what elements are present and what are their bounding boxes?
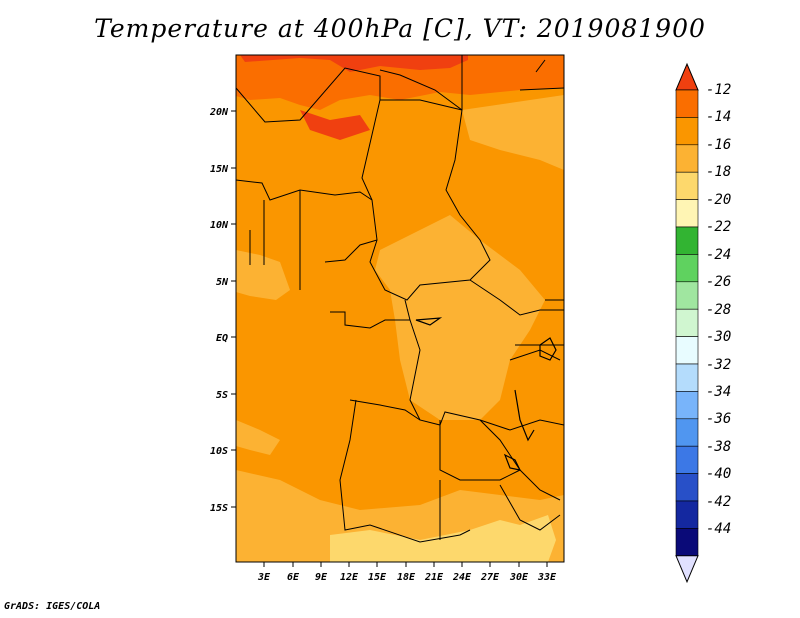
colorbar-segment bbox=[675, 199, 699, 228]
colorbar-label: -42 bbox=[706, 494, 731, 510]
colorbar-label: -44 bbox=[706, 521, 731, 537]
lon-tick-labels: 3E 6E 9E 12E 15E 18E 21E 24E 27E 30E 33E bbox=[257, 572, 557, 583]
colorbar-labels: -12 -14 -16 -18 -20 -22 -24 -26 -28 -30 … bbox=[706, 82, 731, 537]
colorbar-label: -14 bbox=[706, 109, 731, 125]
colorbar-segment bbox=[675, 89, 699, 118]
map-frame bbox=[235, 54, 565, 563]
colorbar-label: -12 bbox=[706, 82, 731, 98]
colorbar-label: -32 bbox=[706, 357, 731, 373]
colorbar-segment bbox=[675, 117, 699, 146]
colorbar-segment bbox=[675, 418, 699, 447]
lon-tick-label: 9E bbox=[315, 572, 328, 583]
colorbar-label: -30 bbox=[706, 329, 731, 345]
grads-credit: GrADS: IGES/COLA bbox=[4, 601, 101, 612]
lon-tick-label: 27E bbox=[480, 572, 500, 583]
lat-tick-label: 15N bbox=[210, 164, 229, 175]
colorbar-segment bbox=[675, 445, 699, 474]
lon-tick-label: 21E bbox=[424, 572, 444, 583]
lon-tick-label: 30E bbox=[509, 572, 529, 583]
colorbar-label: -22 bbox=[706, 219, 731, 235]
lon-tick-label: 33E bbox=[537, 572, 557, 583]
lon-tick-label: 24E bbox=[452, 572, 472, 583]
colorbar-top-arrow bbox=[675, 62, 699, 91]
temp-field-warm-north bbox=[236, 55, 564, 110]
lon-tick-label: 3E bbox=[257, 572, 271, 583]
lat-tick-label: 20N bbox=[209, 107, 229, 118]
map-panel bbox=[235, 54, 565, 563]
colorbar-label: -34 bbox=[706, 384, 731, 400]
colorbar-segment bbox=[675, 254, 699, 283]
colorbar-segment bbox=[675, 336, 699, 365]
lat-tick-labels: 20N 15N 10N 5N EQ 5S 10S 15S bbox=[209, 107, 229, 514]
colorbar-segment bbox=[675, 281, 699, 310]
colorbar-label: -38 bbox=[706, 439, 731, 455]
colorbar-segment bbox=[675, 144, 699, 173]
colorbar-label: -24 bbox=[706, 247, 731, 263]
colorbar-label: -28 bbox=[706, 302, 731, 318]
colorbar-segment bbox=[675, 171, 699, 200]
map-title: Temperature at 400hPa [C], VT: 201908190… bbox=[94, 14, 706, 43]
colorbar-bottom-arrow bbox=[675, 555, 699, 584]
lon-tick-label: 12E bbox=[340, 572, 359, 583]
colorbar-label: -16 bbox=[706, 137, 731, 153]
lat-tick-label: 5S bbox=[216, 390, 228, 401]
colorbar-label: -20 bbox=[706, 192, 731, 208]
temp-field-cool-patch bbox=[236, 420, 280, 455]
colorbar-segment bbox=[675, 528, 699, 557]
lon-tick-label: 15E bbox=[368, 572, 387, 583]
lat-axis bbox=[231, 110, 236, 508]
colorbar bbox=[675, 62, 699, 584]
colorbar-segment bbox=[675, 391, 699, 420]
lat-tick-label: EQ bbox=[216, 333, 228, 344]
colorbar-label: -18 bbox=[706, 164, 731, 180]
colorbar-label: -40 bbox=[706, 466, 731, 482]
lon-tick-label: 6E bbox=[287, 572, 300, 583]
lakes bbox=[415, 317, 557, 471]
country-borders bbox=[236, 55, 564, 543]
colorbar-segment bbox=[675, 308, 699, 337]
colorbar-segment bbox=[675, 226, 699, 255]
lon-axis bbox=[263, 562, 548, 567]
colorbar-segment bbox=[675, 363, 699, 392]
lat-tick-label: 10N bbox=[210, 220, 229, 231]
lat-tick-label: 10S bbox=[210, 446, 228, 457]
temp-field-warmest bbox=[240, 55, 468, 72]
lat-tick-label: 5N bbox=[216, 277, 229, 288]
temp-field-coolest-south bbox=[330, 515, 556, 562]
temp-field-cool-central bbox=[375, 215, 545, 420]
colorbar-segment bbox=[675, 500, 699, 529]
lat-tick-label: 15S bbox=[210, 503, 228, 514]
lon-tick-label: 18E bbox=[397, 572, 416, 583]
colorbar-label: -36 bbox=[706, 411, 731, 427]
temp-field-cool-north-east bbox=[462, 95, 564, 170]
temp-field-warm-patch bbox=[300, 110, 370, 140]
colorbar-segment bbox=[675, 473, 699, 502]
colorbar-label: -26 bbox=[706, 274, 731, 290]
